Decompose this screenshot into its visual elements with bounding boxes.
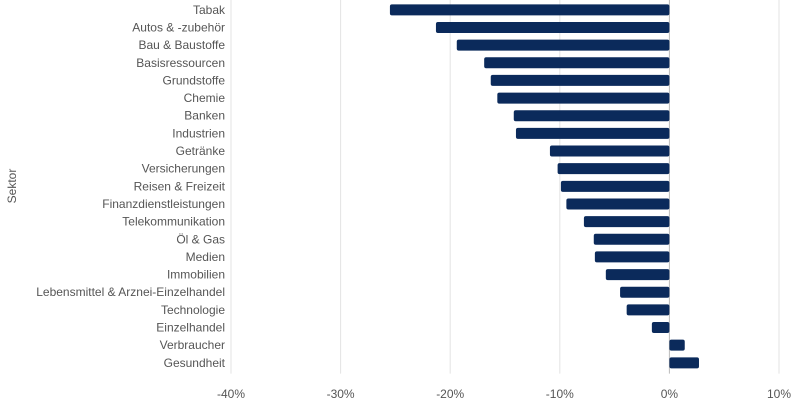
category-label: Banken <box>184 109 225 123</box>
category-label: Chemie <box>184 91 226 105</box>
bar <box>435 21 670 33</box>
category-label: Technologie <box>161 303 225 317</box>
x-tick-label: -10% <box>546 387 574 401</box>
bar <box>626 304 670 316</box>
category-label: Versicherungen <box>142 162 225 176</box>
category-label: Industrien <box>172 126 225 140</box>
category-label: Verbraucher <box>160 338 225 352</box>
bar <box>497 92 670 104</box>
bar <box>389 4 670 16</box>
x-tick-label: -30% <box>327 387 355 401</box>
category-label: Medien <box>186 250 225 264</box>
category-label: Tabak <box>193 3 226 17</box>
category-label: Gesundheit <box>164 356 226 370</box>
category-label: Grundstoffe <box>163 73 226 87</box>
bar <box>484 57 670 69</box>
x-tick-label: 10% <box>767 387 791 401</box>
category-label: Telekommunikation <box>122 215 225 229</box>
category-label: Reisen & Freizeit <box>134 179 226 193</box>
category-label: Immobilien <box>167 268 225 282</box>
bar <box>669 339 685 351</box>
bar <box>566 198 670 210</box>
x-tick-label: -20% <box>436 387 464 401</box>
x-tick-label: 0% <box>661 387 679 401</box>
category-label: Bau & Baustoffe <box>138 38 225 52</box>
bar <box>549 145 670 157</box>
bar <box>515 127 670 139</box>
bar <box>594 251 670 263</box>
bar <box>456 39 670 51</box>
bar <box>620 286 670 298</box>
category-label: Öl & Gas <box>176 232 225 246</box>
y-axis-label: Sektor <box>5 169 19 204</box>
bar <box>557 163 670 175</box>
category-label: Finanzdienstleistungen <box>102 197 225 211</box>
bar <box>490 74 670 86</box>
bar <box>669 357 699 369</box>
x-tick-label: -40% <box>217 387 245 401</box>
bar <box>560 180 670 192</box>
bar <box>605 269 670 281</box>
bar <box>593 233 670 245</box>
category-label: Getränke <box>176 144 226 158</box>
bar <box>513 110 670 122</box>
category-label: Einzelhandel <box>156 321 225 335</box>
category-label: Lebensmittel & Arznei-Einzelhandel <box>36 285 225 299</box>
category-label: Basisressourcen <box>136 56 225 70</box>
bar <box>583 216 670 228</box>
category-label: Autos & -zubehör <box>132 20 225 34</box>
bar <box>651 322 670 334</box>
